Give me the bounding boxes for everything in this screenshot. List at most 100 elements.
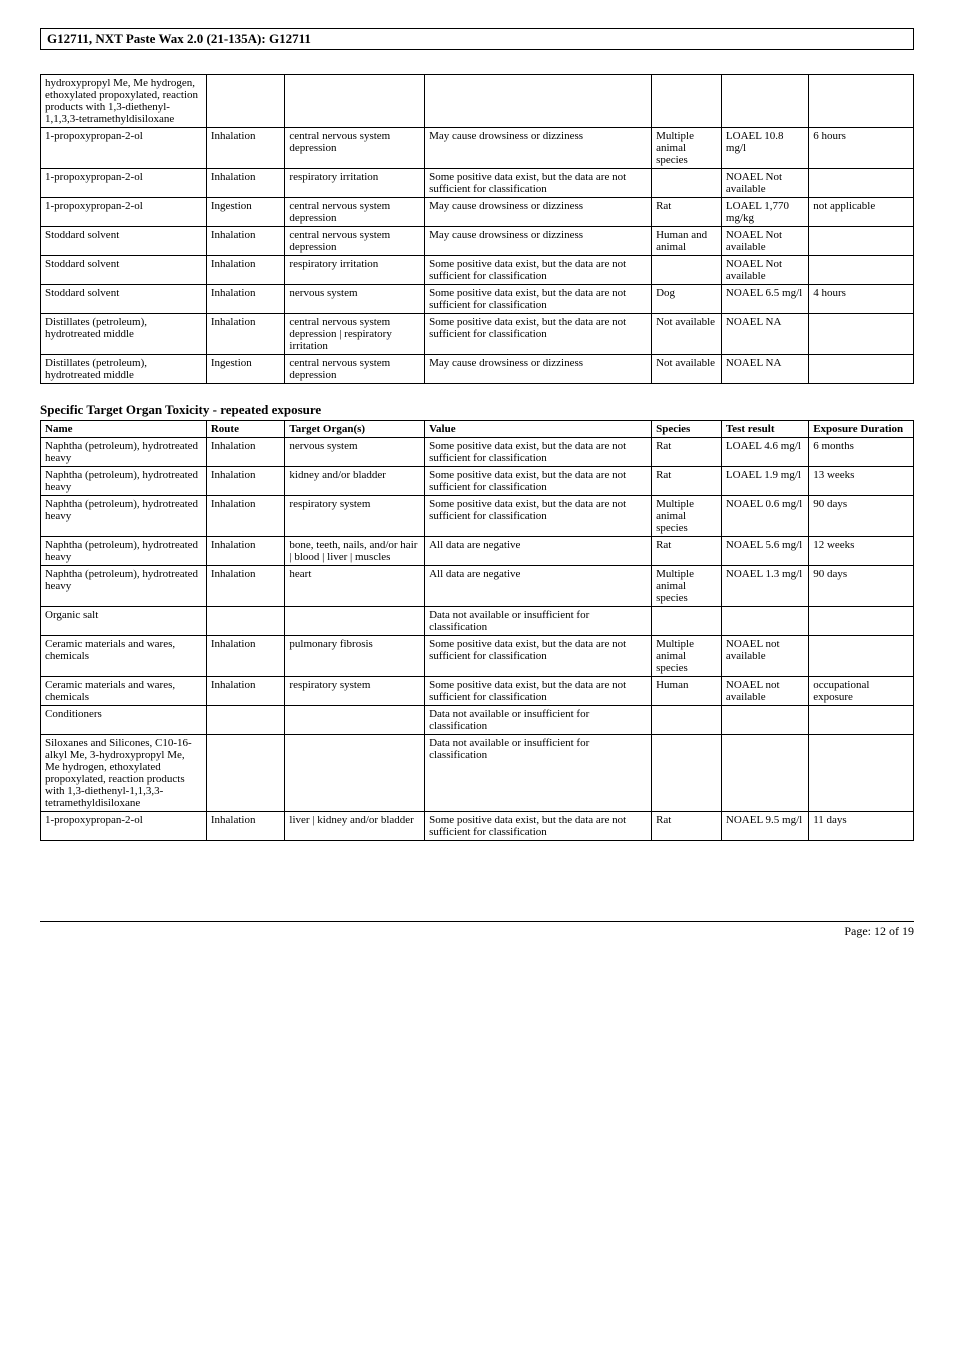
section-heading: Specific Target Organ Toxicity - repeate… [40, 402, 914, 418]
table-row: Ceramic materials and wares, chemicalsIn… [41, 636, 914, 677]
cell-species: Multiple animal species [652, 128, 722, 169]
cell-value: May cause drowsiness or dizziness [425, 198, 652, 227]
cell-exposure [809, 227, 914, 256]
cell-exposure: 90 days [809, 496, 914, 537]
cell-exposure: 90 days [809, 566, 914, 607]
cell-value [425, 75, 652, 128]
cell-organ: central nervous system depression [285, 198, 425, 227]
cell-name: Organic salt [41, 607, 207, 636]
cell-species: Multiple animal species [652, 636, 722, 677]
cell-exposure [809, 355, 914, 384]
cell-organ: heart [285, 566, 425, 607]
cell-species: Human and animal [652, 227, 722, 256]
cell-exposure: 4 hours [809, 285, 914, 314]
cell-organ: central nervous system depression [285, 128, 425, 169]
table-row: Naphtha (petroleum), hydrotreated heavyI… [41, 537, 914, 566]
cell-result: LOAEL 1.9 mg/l [721, 467, 808, 496]
cell-route: Inhalation [206, 812, 285, 841]
cell-result: NOAEL 5.6 mg/l [721, 537, 808, 566]
cell-name: Distillates (petroleum), hydrotreated mi… [41, 314, 207, 355]
cell-name: Stoddard solvent [41, 256, 207, 285]
cell-result: LOAEL 1,770 mg/kg [721, 198, 808, 227]
cell-value: All data are negative [425, 566, 652, 607]
cell-exposure [809, 314, 914, 355]
table-row: Ceramic materials and wares, chemicalsIn… [41, 677, 914, 706]
cell-name: Naphtha (petroleum), hydrotreated heavy [41, 438, 207, 467]
cell-value: May cause drowsiness or dizziness [425, 227, 652, 256]
cell-route: Inhalation [206, 677, 285, 706]
cell-route: Inhalation [206, 537, 285, 566]
page-number: Page: 12 of 19 [844, 924, 914, 938]
cell-exposure: 6 months [809, 438, 914, 467]
cell-name: Naphtha (petroleum), hydrotreated heavy [41, 537, 207, 566]
cell-organ: kidney and/or bladder [285, 467, 425, 496]
table-row: hydroxypropyl Me, Me hydrogen, ethoxylat… [41, 75, 914, 128]
col-organ-header: Target Organ(s) [285, 421, 425, 438]
cell-species [652, 607, 722, 636]
cell-organ: pulmonary fibrosis [285, 636, 425, 677]
cell-result: NOAEL not available [721, 677, 808, 706]
cell-species [652, 256, 722, 285]
cell-result: NOAEL NA [721, 355, 808, 384]
cell-species [652, 735, 722, 812]
cell-value: Some positive data exist, but the data a… [425, 677, 652, 706]
cell-value: All data are negative [425, 537, 652, 566]
cell-value: May cause drowsiness or dizziness [425, 355, 652, 384]
cell-species: Human [652, 677, 722, 706]
document-title: G12711, NXT Paste Wax 2.0 (21-135A): G12… [47, 31, 311, 46]
cell-name: Conditioners [41, 706, 207, 735]
cell-result: NOAEL 0.6 mg/l [721, 496, 808, 537]
cell-value: Some positive data exist, but the data a… [425, 256, 652, 285]
table-row: Stoddard solventInhalationnervous system… [41, 285, 914, 314]
cell-route [206, 735, 285, 812]
table-row: Organic saltData not available or insuff… [41, 607, 914, 636]
cell-species: Dog [652, 285, 722, 314]
cell-value: Some positive data exist, but the data a… [425, 438, 652, 467]
page-footer: Page: 12 of 19 [40, 921, 914, 939]
cell-result: NOAEL 1.3 mg/l [721, 566, 808, 607]
cell-result: NOAEL NA [721, 314, 808, 355]
cell-route [206, 607, 285, 636]
cell-organ [285, 75, 425, 128]
cell-species: Rat [652, 438, 722, 467]
cell-route [206, 75, 285, 128]
table-row: 1-propoxypropan-2-olInhalationrespirator… [41, 169, 914, 198]
table-row: 1-propoxypropan-2-olInhalationcentral ne… [41, 128, 914, 169]
col-route-header: Route [206, 421, 285, 438]
table-row: Naphtha (petroleum), hydrotreated heavyI… [41, 438, 914, 467]
cell-result: NOAEL Not available [721, 227, 808, 256]
cell-value: Some positive data exist, but the data a… [425, 812, 652, 841]
cell-value: Data not available or insufficient for c… [425, 735, 652, 812]
cell-species: Multiple animal species [652, 496, 722, 537]
cell-species [652, 75, 722, 128]
table-row: Siloxanes and Silicones, C10-16-alkyl Me… [41, 735, 914, 812]
cell-result: LOAEL 4.6 mg/l [721, 438, 808, 467]
cell-exposure [809, 706, 914, 735]
cell-exposure: 12 weeks [809, 537, 914, 566]
cell-exposure [809, 607, 914, 636]
cell-name: 1-propoxypropan-2-ol [41, 198, 207, 227]
table-row: 1-propoxypropan-2-olIngestioncentral ner… [41, 198, 914, 227]
cell-exposure: not applicable [809, 198, 914, 227]
table-row: Naphtha (petroleum), hydrotreated heavyI… [41, 467, 914, 496]
cell-value: Some positive data exist, but the data a… [425, 467, 652, 496]
cell-organ: nervous system [285, 438, 425, 467]
cell-result [721, 706, 808, 735]
cell-result: LOAEL 10.8 mg/l [721, 128, 808, 169]
cell-exposure: 6 hours [809, 128, 914, 169]
cell-organ [285, 706, 425, 735]
table-row: ConditionersData not available or insuff… [41, 706, 914, 735]
cell-value: Some positive data exist, but the data a… [425, 496, 652, 537]
cell-name: Naphtha (petroleum), hydrotreated heavy [41, 467, 207, 496]
table-header-row: Name Route Target Organ(s) Value Species… [41, 421, 914, 438]
col-species-header: Species [652, 421, 722, 438]
cell-route: Inhalation [206, 256, 285, 285]
cell-exposure [809, 169, 914, 198]
cell-name: 1-propoxypropan-2-ol [41, 812, 207, 841]
cell-species: Rat [652, 198, 722, 227]
cell-organ: central nervous system depression | resp… [285, 314, 425, 355]
cell-result: NOAEL not available [721, 636, 808, 677]
cell-species [652, 706, 722, 735]
cell-organ: respiratory system [285, 677, 425, 706]
cell-species: Multiple animal species [652, 566, 722, 607]
